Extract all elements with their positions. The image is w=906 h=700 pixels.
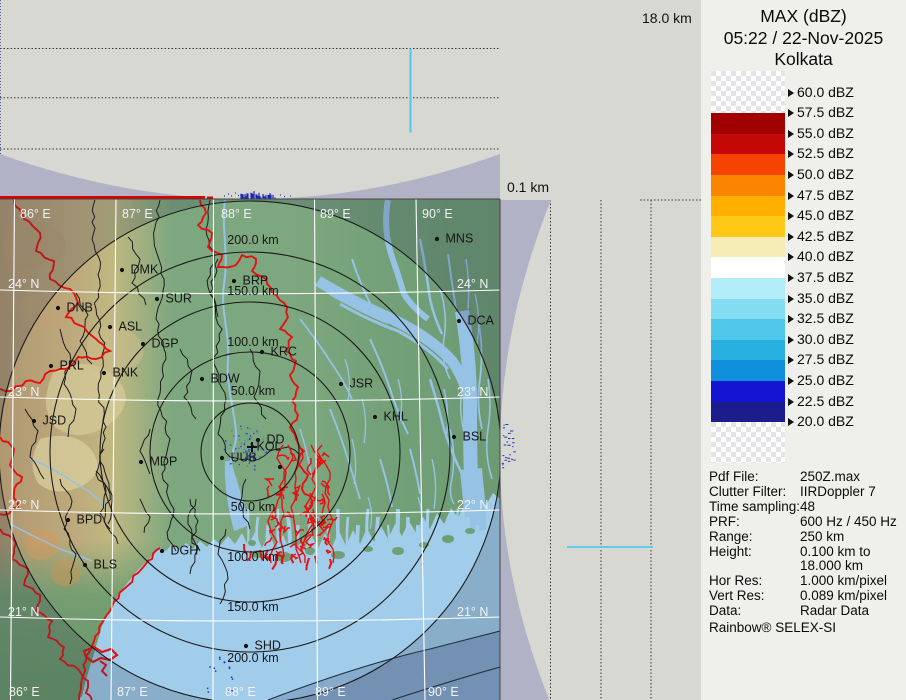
- svg-text:DNB: DNB: [67, 301, 93, 315]
- svg-text:150.0 km: 150.0 km: [227, 284, 278, 298]
- svg-text:BLS: BLS: [94, 558, 118, 572]
- svg-text:KOL: KOL: [257, 440, 282, 454]
- svg-text:DMK: DMK: [131, 263, 159, 277]
- svg-text:87° E: 87° E: [117, 685, 148, 699]
- svg-text:21° N: 21° N: [457, 605, 488, 619]
- svg-text:88° E: 88° E: [221, 207, 252, 221]
- svg-text:MDP: MDP: [150, 455, 178, 469]
- svg-text:21° N: 21° N: [8, 605, 39, 619]
- svg-text:200.0 km: 200.0 km: [227, 233, 278, 247]
- svg-text:90° E: 90° E: [428, 685, 459, 699]
- svg-text:BSL: BSL: [463, 430, 487, 444]
- svg-text:100.0 km: 100.0 km: [227, 335, 278, 349]
- svg-text:89° E: 89° E: [320, 207, 351, 221]
- svg-text:MNS: MNS: [446, 232, 474, 246]
- svg-text:86° E: 86° E: [9, 685, 40, 699]
- svg-text:ASL: ASL: [119, 320, 143, 334]
- svg-text:24° N: 24° N: [8, 277, 39, 291]
- svg-text:50.0 km: 50.0 km: [231, 384, 275, 398]
- svg-text:DD: DD: [267, 433, 285, 447]
- svg-text:87° E: 87° E: [122, 207, 153, 221]
- svg-text:88° E: 88° E: [225, 685, 256, 699]
- svg-text:90° E: 90° E: [422, 207, 453, 221]
- svg-text:DGP: DGP: [152, 337, 179, 351]
- svg-text:23° N: 23° N: [8, 385, 39, 399]
- svg-text:89° E: 89° E: [315, 685, 346, 699]
- svg-text:SHD: SHD: [255, 639, 281, 653]
- svg-text:50.0 km: 50.0 km: [231, 500, 275, 514]
- svg-text:24° N: 24° N: [457, 277, 488, 291]
- svg-text:DGH: DGH: [171, 544, 199, 558]
- svg-text:JSR: JSR: [350, 377, 374, 391]
- svg-text:KHL: KHL: [384, 410, 408, 424]
- svg-text:BNK: BNK: [113, 366, 139, 380]
- svg-text:150.0 km: 150.0 km: [227, 600, 278, 614]
- svg-text:23° N: 23° N: [457, 385, 488, 399]
- svg-text:PRL: PRL: [60, 359, 84, 373]
- svg-text:UUB: UUB: [231, 451, 257, 465]
- svg-text:22° N: 22° N: [8, 498, 39, 512]
- svg-text:SUR: SUR: [166, 292, 192, 306]
- svg-text:86° E: 86° E: [20, 207, 51, 221]
- svg-text:JSD: JSD: [43, 414, 67, 428]
- svg-text:100.0 km: 100.0 km: [227, 550, 278, 564]
- svg-text:200.0 km: 200.0 km: [227, 651, 278, 665]
- svg-text:KRC: KRC: [271, 345, 297, 359]
- svg-text:BRP: BRP: [243, 274, 269, 288]
- svg-text:BDW: BDW: [211, 372, 240, 386]
- svg-text:DCA: DCA: [468, 314, 495, 328]
- svg-text:22° N: 22° N: [457, 498, 488, 512]
- svg-text:BPD: BPD: [77, 513, 103, 527]
